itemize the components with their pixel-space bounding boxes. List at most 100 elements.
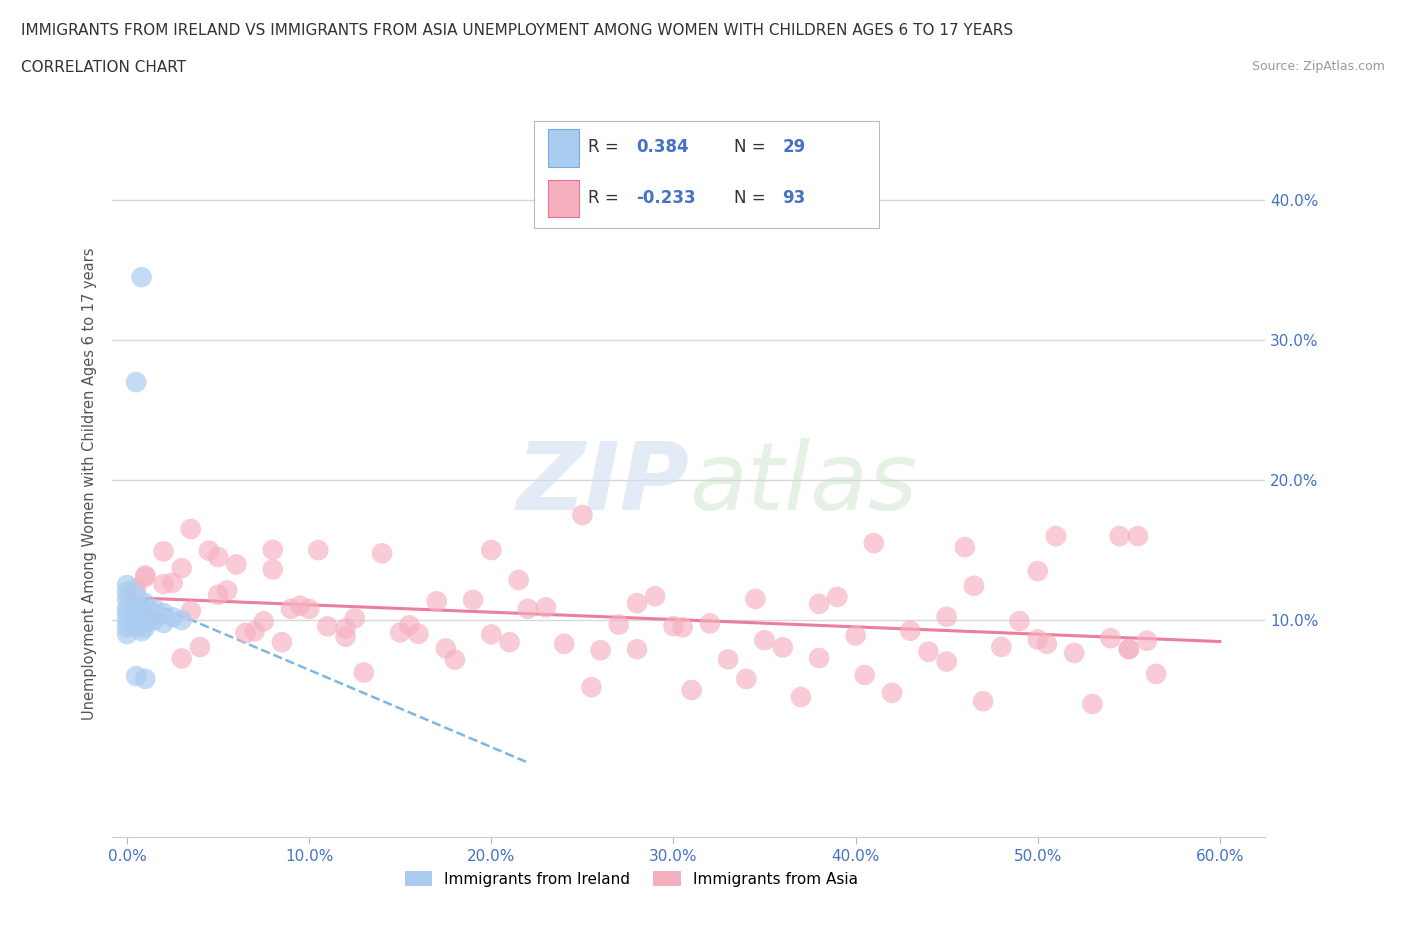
Point (143, 613, 166, 628)
Point (862, 536, 884, 551)
Point (681, 683, 703, 698)
Text: 29: 29 (782, 138, 806, 156)
Point (772, 640, 794, 655)
Point (131, 602, 153, 617)
Point (217, 583, 239, 598)
Point (170, 651, 193, 666)
Point (343, 611, 366, 626)
Point (170, 613, 193, 628)
Point (671, 620, 693, 635)
Point (953, 539, 976, 554)
Legend: Immigrants from Ireland, Immigrants from Asia: Immigrants from Ireland, Immigrants from… (398, 865, 865, 893)
Point (180, 604, 202, 618)
Point (935, 654, 957, 669)
Point (235, 626, 257, 641)
Point (827, 590, 849, 604)
Point (134, 671, 156, 686)
Point (162, 610, 184, 625)
Point (152, 577, 174, 591)
Point (607, 618, 630, 632)
Point (134, 619, 156, 634)
Point (270, 635, 292, 650)
Text: IMMIGRANTS FROM IRELAND VS IMMIGRANTS FROM ASIA UNEMPLOYMENT AMONG WOMEN WITH CH: IMMIGRANTS FROM IRELAND VS IMMIGRANTS FR… (21, 23, 1014, 38)
Point (626, 596, 648, 611)
Point (935, 609, 957, 624)
Point (225, 557, 247, 572)
Text: 93: 93 (782, 190, 806, 207)
Point (1118, 642, 1140, 657)
Point (1008, 614, 1031, 629)
Point (1045, 528, 1067, 543)
Text: 0.384: 0.384 (636, 138, 689, 156)
Point (152, 616, 174, 631)
Text: N =: N = (734, 190, 770, 207)
Point (699, 616, 721, 631)
Point (808, 651, 831, 666)
Point (125, 669, 148, 684)
Point (508, 573, 530, 588)
FancyBboxPatch shape (548, 129, 579, 166)
Text: Source: ZipAtlas.com: Source: ZipAtlas.com (1251, 60, 1385, 73)
Point (115, 613, 138, 628)
Point (316, 618, 339, 633)
Text: R =: R = (588, 190, 624, 207)
Point (262, 562, 284, 577)
Point (644, 589, 666, 604)
Point (754, 632, 776, 647)
Point (444, 652, 467, 667)
Point (115, 578, 138, 592)
Point (170, 561, 193, 576)
Point (125, 619, 148, 634)
Point (131, 270, 153, 285)
Point (434, 641, 457, 656)
Point (152, 605, 174, 620)
Point (125, 375, 148, 390)
Point (553, 636, 575, 651)
Y-axis label: Unemployment Among Women with Children Ages 6 to 17 years: Unemployment Among Women with Children A… (82, 247, 97, 720)
Point (125, 588, 148, 603)
Point (353, 665, 375, 680)
Point (408, 627, 430, 642)
Point (479, 627, 502, 642)
Point (1026, 564, 1049, 578)
Point (243, 624, 266, 639)
Point (853, 668, 876, 683)
Point (288, 598, 311, 613)
Point (115, 627, 138, 642)
Point (134, 570, 156, 585)
Point (1099, 631, 1122, 645)
Point (335, 630, 357, 644)
Point (262, 542, 284, 557)
Point (115, 585, 138, 600)
Text: R =: R = (588, 138, 624, 156)
Point (143, 606, 166, 621)
Point (152, 544, 174, 559)
Point (571, 508, 593, 523)
Point (498, 635, 520, 650)
Point (1026, 632, 1049, 647)
Point (662, 618, 685, 633)
Point (115, 591, 138, 606)
Point (808, 596, 831, 611)
Point (972, 694, 994, 709)
Point (115, 605, 138, 620)
Point (426, 594, 449, 609)
FancyBboxPatch shape (548, 179, 579, 218)
Point (134, 596, 156, 611)
Point (963, 578, 986, 593)
Point (115, 602, 138, 617)
Point (1136, 633, 1159, 648)
Point (298, 602, 321, 617)
Text: atlas: atlas (689, 438, 917, 529)
Point (335, 621, 357, 636)
Point (589, 643, 612, 658)
Point (180, 522, 202, 537)
Point (534, 600, 557, 615)
Point (1108, 528, 1130, 543)
Point (1036, 636, 1059, 651)
Point (398, 618, 420, 632)
Point (744, 591, 766, 606)
Point (207, 588, 229, 603)
Point (626, 642, 648, 657)
Point (990, 640, 1012, 655)
